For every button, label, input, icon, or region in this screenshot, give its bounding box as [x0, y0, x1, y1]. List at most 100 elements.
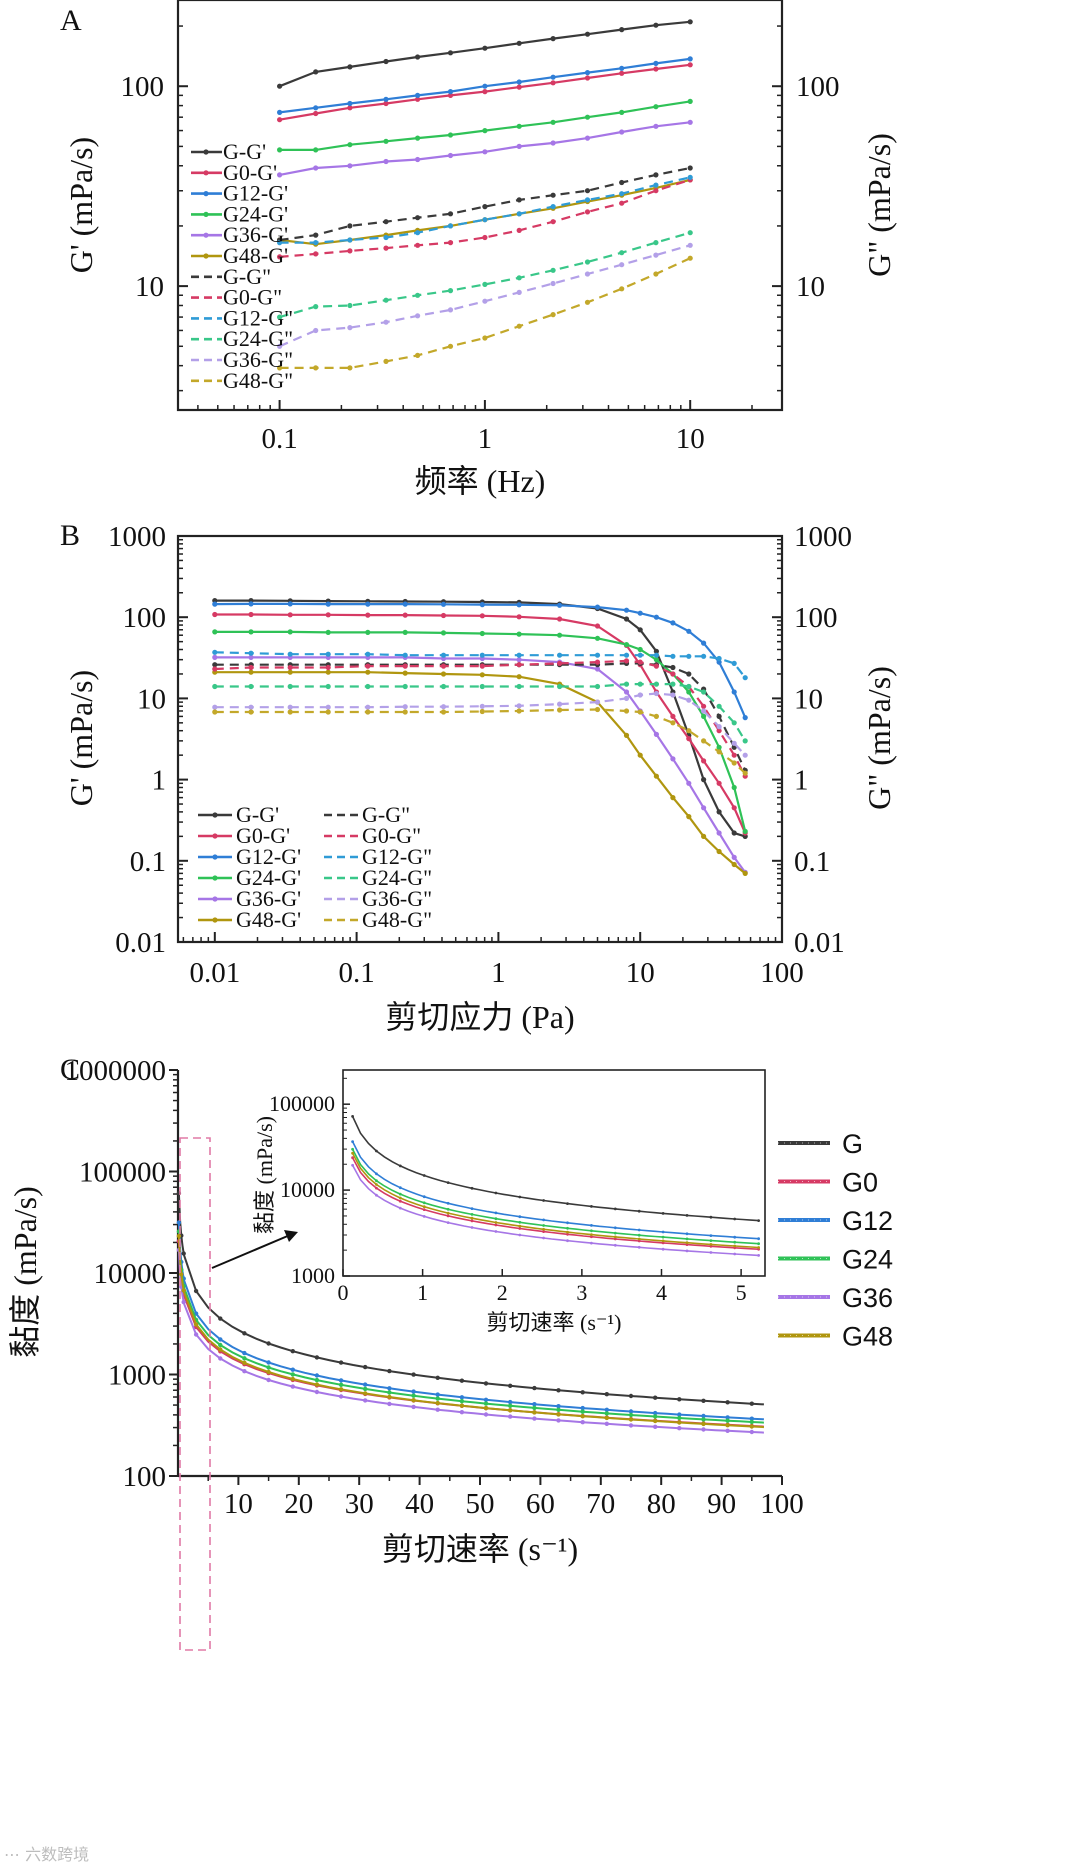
data-point-g0-g-6	[482, 89, 488, 95]
data-point-g-12	[266, 1341, 271, 1346]
data-point-g24-14	[290, 1372, 295, 1377]
data-point-g0-g-11	[653, 188, 659, 194]
data-point-g36-28	[459, 1410, 465, 1415]
data-point-g24-g-19	[742, 738, 748, 744]
data-point-g48-g-8	[550, 312, 556, 318]
data-point-g-g-11	[623, 616, 630, 622]
data-point-g24-g-1	[313, 147, 319, 153]
data-point-g48-g-4	[365, 669, 371, 675]
data-point-g24-42	[628, 1412, 634, 1418]
data-point-g12-g-3	[383, 234, 389, 241]
data-point-g-g-12	[687, 165, 693, 171]
data-point-g24-g-12	[637, 646, 643, 653]
data-point-g48-30	[483, 1405, 489, 1411]
data-point-g12-g-4	[415, 230, 421, 236]
inset-data-point-g-51	[757, 1219, 760, 1222]
data-point-g12-g-4	[365, 601, 371, 607]
data-point-g48-g-3	[383, 358, 389, 364]
data-point-g24-34	[532, 1405, 537, 1411]
data-point-g0-g-5	[447, 240, 454, 246]
data-point-g-42	[628, 1393, 634, 1399]
data-point-g24-g-15	[686, 683, 692, 690]
data-point-g48-g-7	[479, 708, 485, 715]
data-point-g0-g-4	[415, 242, 421, 248]
data-point-g36-g-1	[248, 704, 254, 710]
data-point-g48-18	[338, 1387, 344, 1392]
data-point-g0-g-2	[347, 248, 353, 254]
data-point-g0-g-9	[557, 660, 563, 667]
data-point-g36-g-2	[347, 163, 353, 169]
data-point-g12-g-4	[365, 651, 371, 657]
x-tick-label-1: 1	[478, 423, 493, 455]
data-point-g12-36	[556, 1404, 561, 1409]
data-point-g24-32	[508, 1403, 513, 1409]
series-line-g-g	[279, 20, 691, 88]
data-point-g-g-6	[482, 204, 488, 210]
data-point-g36-g-14	[670, 692, 676, 698]
data-point-g12-22	[387, 1386, 392, 1391]
data-point-g0-g-6	[482, 234, 488, 241]
legend-marker-g36-g	[212, 896, 218, 902]
data-point-g36-g-5	[447, 307, 454, 313]
data-point-g48-4	[181, 1288, 186, 1293]
data-point-g0-g-5	[402, 612, 408, 618]
data-point-g12-8	[218, 1337, 223, 1342]
data-point-g24-g-9	[584, 114, 591, 120]
data-point-g-48	[701, 1398, 706, 1404]
data-point-g0-g-12	[637, 659, 643, 665]
data-point-g36-18	[338, 1394, 344, 1399]
y-tick-label-1000: 1000	[108, 521, 166, 553]
data-point-g12-g-8	[550, 204, 556, 210]
data-point-g12-g-6	[440, 652, 447, 658]
data-point-g36-g-10	[619, 129, 625, 135]
data-point-g-g-5	[447, 50, 454, 56]
data-point-g12-g-5	[402, 601, 408, 607]
data-point-g48-g-2	[347, 365, 353, 371]
data-point-g0-g-0	[277, 254, 283, 260]
data-point-g48-8	[218, 1347, 223, 1352]
legend-label-g48-g: G48-G'	[223, 243, 288, 268]
data-point-g24-g-10	[594, 635, 601, 641]
inset-data-point-g36-45	[709, 1251, 713, 1254]
x-axis-label: 剪切速率 (s⁻¹)	[382, 1531, 578, 1567]
data-point-g36-g-6	[482, 149, 488, 155]
inset-data-point-g36-51	[757, 1254, 760, 1257]
data-point-g24-g-17	[716, 744, 722, 750]
inset-data-point-g48-48	[733, 1244, 737, 1248]
inset-data-point-g36-48	[733, 1252, 737, 1256]
x-tick-label-0-01: 0.01	[189, 957, 240, 989]
inset-data-point-g0-39	[661, 1241, 665, 1245]
data-point-g12-g-3	[325, 651, 331, 657]
inset-data-point-g36-21	[518, 1233, 522, 1237]
data-point-g-g-9	[584, 188, 591, 194]
data-point-g0-g-1	[313, 110, 319, 117]
legend-marker-g-g	[203, 149, 209, 155]
data-point-g36-34	[532, 1416, 537, 1421]
data-point-g24-g-7	[516, 123, 522, 129]
plot-frame	[176, 534, 784, 944]
data-point-g24-g-10	[619, 250, 625, 256]
panel-a: A 0.1 1 10 10 10 100 100 频率 (Hz) G' (mPa/s) G" (mP…	[60, 0, 897, 499]
data-point-g12-g-17	[716, 655, 722, 662]
inset-data-point-g-36	[637, 1209, 641, 1213]
x-tick-label-80: 80	[647, 1488, 676, 1520]
legend-marker-g-g	[212, 812, 218, 818]
legend-label-g-g: G-G"	[223, 264, 271, 289]
data-point-g24-g-15	[686, 689, 692, 695]
data-point-g-g-5	[447, 211, 454, 217]
inset-data-point-g12-24	[542, 1218, 545, 1222]
data-point-g24-g-13	[653, 657, 660, 663]
data-point-g-g-2	[347, 223, 353, 229]
legend-label-g24: G24	[842, 1245, 893, 1275]
data-point-g0-g-9	[557, 616, 563, 622]
data-point-g-10	[242, 1331, 247, 1336]
data-point-g48-g-10	[619, 286, 625, 292]
y-tick-label-0-01: 0.01	[115, 927, 166, 959]
data-point-g24-50	[725, 1418, 730, 1423]
data-point-g-30	[483, 1381, 489, 1386]
series-line-g12-g	[279, 176, 691, 244]
data-point-g48-g-4	[365, 709, 371, 715]
data-point-g36-g-9	[584, 135, 591, 141]
data-point-g12-10	[242, 1350, 247, 1356]
